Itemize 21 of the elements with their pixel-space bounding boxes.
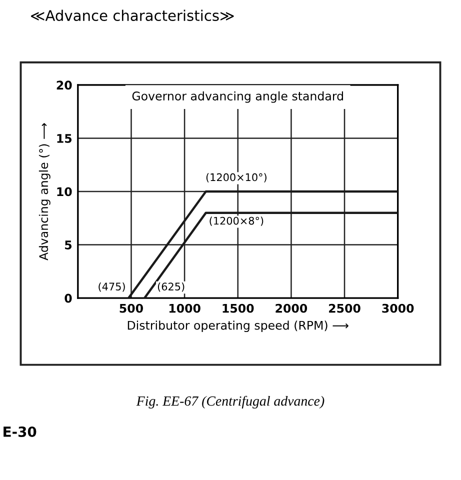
annotation: (1200×10°) — [206, 173, 266, 182]
x-axis-title: Distributor operating speed (RPM) ⟶ — [128, 320, 348, 332]
x-tick-label: 1000 — [169, 304, 200, 313]
x-tick-label: 2000 — [276, 304, 308, 313]
y-tick-label: 5 — [65, 240, 72, 250]
annotation: (475) — [98, 282, 125, 292]
x-tick-label: 1500 — [222, 304, 254, 313]
y-tick-label: 0 — [64, 294, 72, 303]
text: Fig. EE-67 (Centrifugal advance) — [136, 396, 324, 409]
x-tick-label: 2500 — [329, 304, 360, 313]
text: E-30 — [4, 426, 36, 437]
chart-title: ≪Advance characteristics≫ — [31, 10, 234, 22]
y-tick-label: 20 — [56, 80, 72, 90]
annotation: (625) — [158, 282, 184, 292]
text: Governor advancing angle standard — [132, 91, 343, 103]
y-axis-title: Advancing angle (°) ⟶ — [38, 123, 50, 260]
y-tick-label: 10 — [57, 187, 72, 196]
x-tick-label: 500 — [120, 304, 143, 313]
y-tick-label: 15 — [57, 134, 72, 143]
x-tick-label: 3000 — [382, 304, 414, 313]
annotation: (1200×8°) — [210, 216, 264, 226]
